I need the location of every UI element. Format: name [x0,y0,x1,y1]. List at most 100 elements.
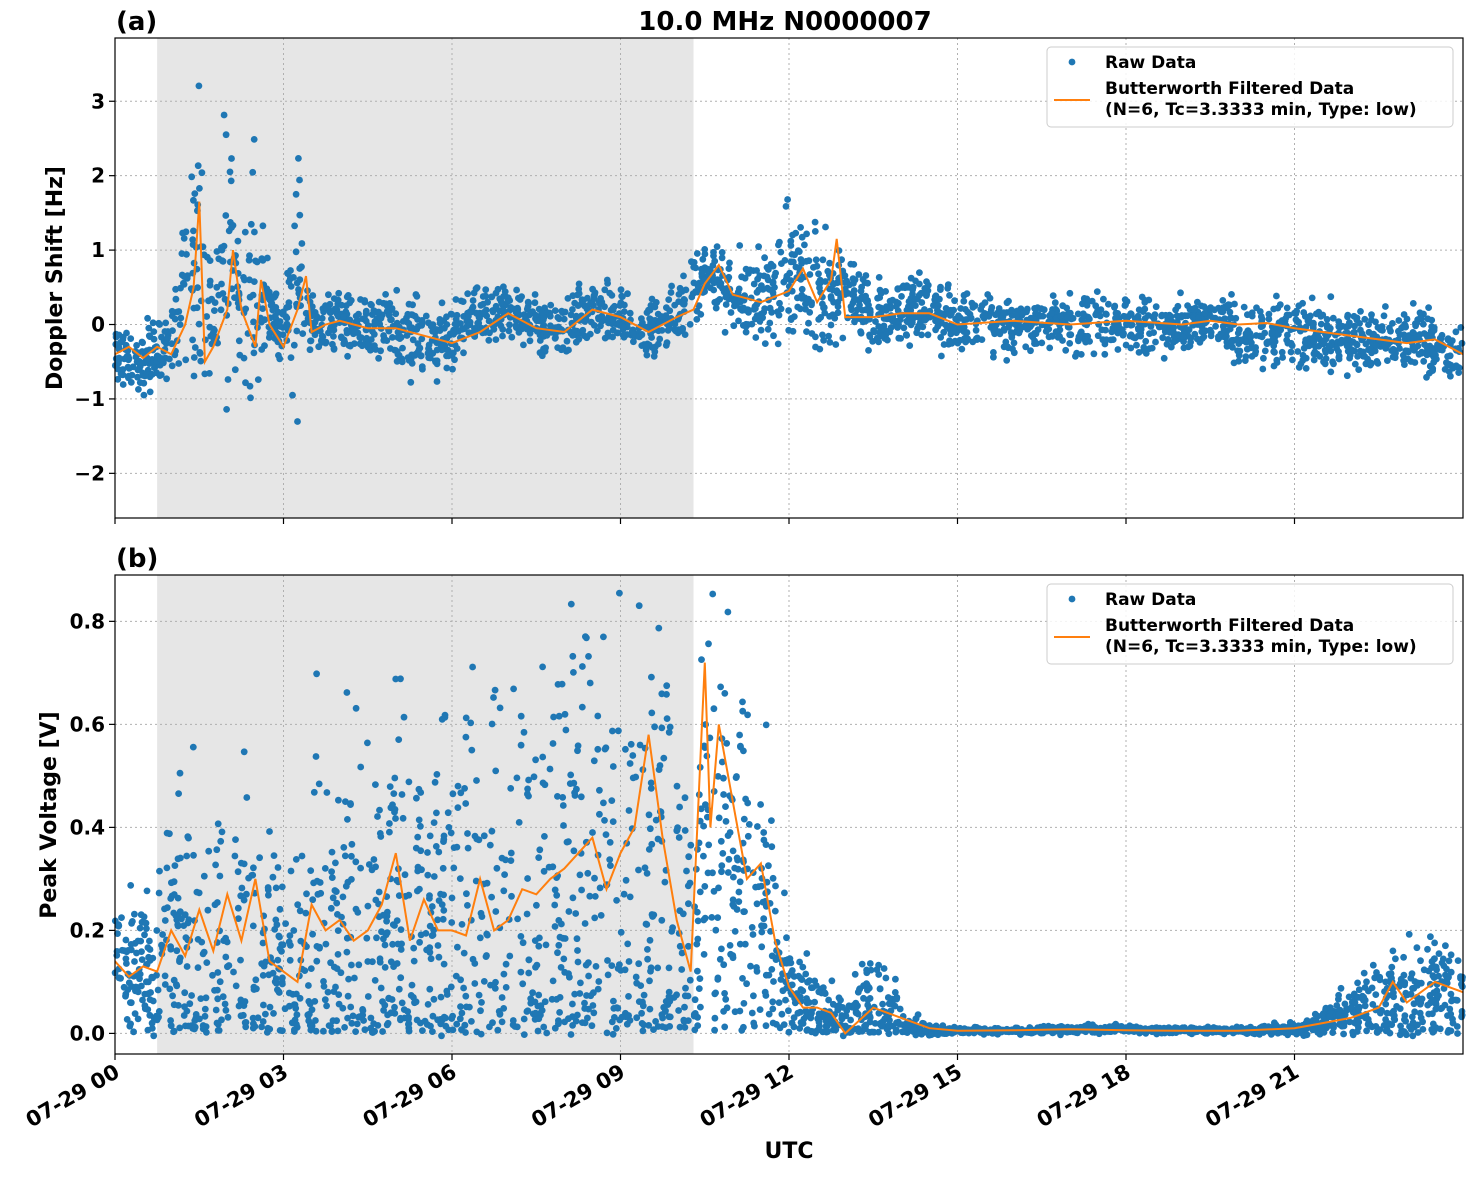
raw-data-point [765,276,772,283]
raw-data-point [1136,349,1143,356]
raw-data-point [719,254,726,261]
raw-data-point [703,267,710,274]
raw-data-point [973,327,980,334]
raw-data-point [594,746,601,753]
raw-data-point [185,920,192,927]
raw-data-point [128,999,135,1006]
raw-data-point [340,844,347,851]
raw-data-point [427,355,434,362]
raw-data-point [295,155,302,162]
raw-data-point [568,601,575,608]
raw-data-point [411,999,418,1006]
raw-data-point [535,992,542,999]
raw-data-point [633,1014,640,1021]
raw-data-point [332,860,339,867]
raw-data-point [613,1025,620,1032]
raw-data-point [460,985,467,992]
legend-filtered-label: (N=6, Tc=3.3333 min, Type: low) [1105,100,1417,120]
raw-data-point [282,920,289,927]
raw-data-point [694,846,701,853]
raw-data-point [495,286,502,293]
raw-data-point [932,293,939,300]
raw-data-point [348,853,355,860]
raw-data-point [648,334,655,341]
raw-data-point [812,1030,819,1037]
raw-data-point [150,328,157,335]
raw-data-point [1355,1006,1362,1013]
raw-data-point [1123,342,1130,349]
raw-data-point [560,822,567,829]
raw-data-point [269,300,276,307]
raw-data-point [735,898,742,905]
raw-data-point [443,988,450,995]
raw-data-point [413,795,420,802]
raw-data-point [499,326,506,333]
raw-data-point [744,712,751,719]
raw-data-point [503,984,510,991]
raw-data-point [335,1028,342,1035]
raw-data-point [680,910,687,917]
raw-data-point [628,741,635,748]
raw-data-point [1085,298,1092,305]
raw-data-point [576,990,583,997]
panel-a-label: (a) [116,7,157,37]
raw-data-point [769,953,776,960]
raw-data-point [241,748,248,755]
raw-data-point [1140,344,1147,351]
raw-data-point [1274,359,1281,366]
raw-data-point [823,1027,830,1034]
raw-data-point [1449,337,1456,344]
raw-data-point [766,286,773,293]
raw-data-point [492,687,499,694]
raw-data-point [203,959,210,966]
panel-a-ytick-label: 0 [91,313,105,337]
raw-data-point [1142,338,1149,345]
raw-data-point [289,392,296,399]
raw-data-point [1357,327,1364,334]
raw-data-point [838,1015,845,1022]
raw-data-point [377,833,384,840]
raw-data-point [574,1012,581,1019]
raw-data-point [374,813,381,820]
raw-data-point [506,328,513,335]
raw-data-point [521,729,528,736]
raw-data-point [388,958,395,965]
raw-data-point [809,984,816,991]
raw-data-point [164,335,171,342]
raw-data-point [532,756,539,763]
raw-data-point [666,965,673,972]
raw-data-point [120,334,127,341]
raw-data-point [1446,1006,1453,1013]
raw-data-point [459,921,466,928]
raw-data-point [223,406,230,413]
raw-data-point [1423,343,1430,350]
raw-data-point [162,320,169,327]
raw-data-point [1252,348,1259,355]
raw-data-point [781,1021,788,1028]
raw-data-point [1330,315,1337,322]
raw-data-point [682,985,689,992]
raw-data-point [714,243,721,250]
raw-data-point [816,346,823,353]
raw-data-point [371,856,378,863]
panel-a-ytick-label: −2 [74,461,105,485]
raw-data-point [596,787,603,794]
raw-data-point [228,155,235,162]
raw-data-point [195,936,202,943]
raw-data-point [450,331,457,338]
raw-data-point [363,935,370,942]
raw-data-point [1344,343,1351,350]
raw-data-point [213,1007,220,1014]
panel-b-label: (b) [116,544,158,574]
raw-data-point [166,356,173,363]
raw-data-point [1269,329,1276,336]
raw-data-point [425,1001,432,1008]
raw-data-point [435,849,442,856]
raw-data-point [386,829,393,836]
raw-data-point [720,1008,727,1015]
raw-data-point [635,867,642,874]
raw-data-point [669,924,676,931]
raw-data-point [113,331,120,338]
raw-data-point [113,355,120,362]
